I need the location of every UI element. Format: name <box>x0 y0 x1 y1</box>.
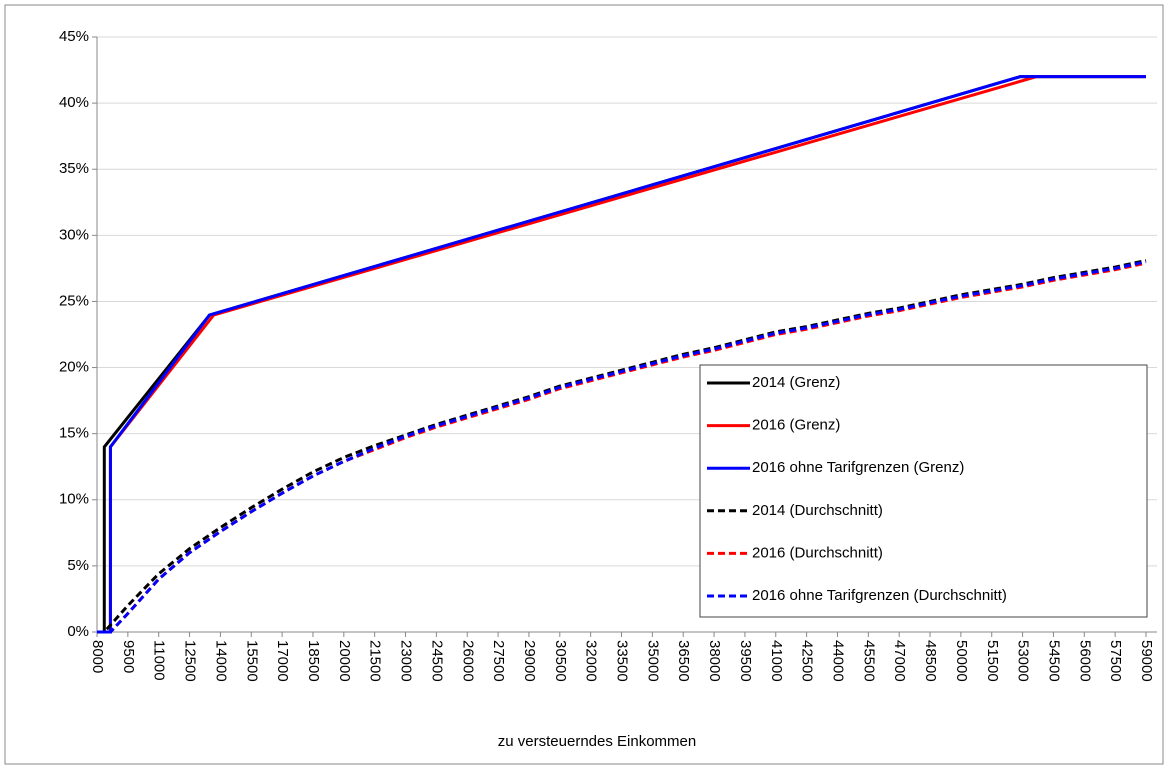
x-tick-label: 59000 <box>1138 640 1155 682</box>
x-tick-label: 57500 <box>1107 640 1124 682</box>
legend-label: 2016 ohne Tarifgrenzen (Grenz) <box>752 459 964 476</box>
x-tick-label: 42500 <box>799 640 816 682</box>
x-tick-label: 9500 <box>120 640 137 673</box>
x-tick-label: 53000 <box>1015 640 1032 682</box>
legend-label: 2016 (Durchschnitt) <box>752 544 883 561</box>
x-tick-label: 39500 <box>737 640 754 682</box>
x-tick-label: 27500 <box>490 640 507 682</box>
x-tick-label: 8000 <box>89 640 106 673</box>
x-tick-label: 36500 <box>675 640 692 682</box>
x-tick-label: 12500 <box>182 640 199 682</box>
x-tick-label: 23000 <box>398 640 415 682</box>
y-tick-label: 15% <box>59 425 89 442</box>
x-tick-label: 47000 <box>891 640 908 682</box>
legend-label: 2014 (Grenz) <box>752 374 840 391</box>
x-tick-label: 51500 <box>984 640 1001 682</box>
x-tick-label: 41000 <box>768 640 785 682</box>
x-tick-label: 44000 <box>830 640 847 682</box>
series-line <box>97 260 1147 634</box>
x-tick-label: 21500 <box>367 640 384 682</box>
x-tick-label: 11000 <box>151 640 168 681</box>
x-tick-label: 29000 <box>521 640 538 682</box>
x-tick-label: 26000 <box>459 640 476 682</box>
x-tick-label: 45500 <box>860 640 877 682</box>
y-tick-label: 25% <box>59 292 89 309</box>
x-tick-label: 35000 <box>644 640 661 682</box>
y-tick-label: 30% <box>59 226 89 243</box>
x-tick-label: 38000 <box>706 640 723 682</box>
y-tick-label: 10% <box>59 491 89 508</box>
x-tick-label: 15500 <box>243 640 260 682</box>
x-tick-label: 50000 <box>953 640 970 682</box>
legend-label: 2016 (Grenz) <box>752 417 840 434</box>
legend-label: 2014 (Durchschnitt) <box>752 502 883 519</box>
x-axis-title: zu versteuerndes Einkommen <box>498 733 696 750</box>
y-tick-label: 35% <box>59 160 89 177</box>
x-tick-label: 18500 <box>305 640 322 682</box>
x-tick-label: 30500 <box>552 640 569 682</box>
y-tick-label: 5% <box>67 557 89 574</box>
legend-box <box>699 364 1148 618</box>
x-tick-label: 24500 <box>428 640 445 682</box>
x-tick-label: 56000 <box>1076 640 1093 682</box>
x-tick-label: 54500 <box>1045 640 1062 682</box>
y-tick-label: 0% <box>67 623 89 640</box>
x-tick-label: 33500 <box>614 640 631 682</box>
x-tick-label: 20000 <box>336 640 353 682</box>
x-tick-label: 48500 <box>922 640 939 682</box>
legend-label: 2016 ohne Tarifgrenzen (Durchschnitt) <box>752 587 1007 604</box>
x-tick-label: 17000 <box>274 640 291 682</box>
y-tick-label: 20% <box>59 359 89 376</box>
y-tick-label: 40% <box>59 94 89 111</box>
y-tick-label: 45% <box>59 28 89 45</box>
x-tick-label: 32000 <box>583 640 600 682</box>
x-tick-label: 14000 <box>212 640 229 682</box>
